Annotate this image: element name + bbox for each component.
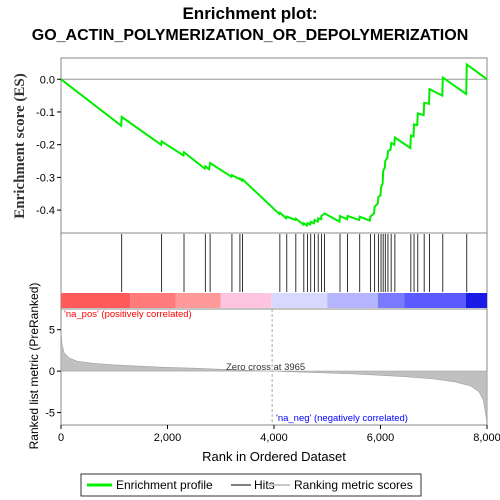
color-bar-layer bbox=[61, 293, 487, 308]
es-y-tick-label: -0.2 bbox=[36, 140, 55, 152]
ranking-metric-area bbox=[60, 331, 488, 424]
enrichment-profile-line bbox=[60, 62, 488, 228]
es-y-axis-label: Enrichment score (ES) bbox=[12, 73, 28, 219]
color-bar-segment bbox=[465, 293, 487, 308]
ranked-y-tick-label: 5 bbox=[49, 325, 55, 337]
ranked-y-tick-label: 0 bbox=[49, 366, 55, 378]
chart-title-line1: Enrichment plot: bbox=[182, 4, 318, 23]
es-layer bbox=[60, 62, 488, 228]
es-y-tick-label: -0.4 bbox=[36, 205, 55, 217]
es-panel-frame bbox=[60, 57, 488, 234]
es-y-tick-label: -0.3 bbox=[36, 172, 55, 184]
color-bar-segment bbox=[271, 293, 328, 308]
pos-correlated-label: 'na_pos' (positively correlated) bbox=[64, 309, 192, 320]
color-bar-segment bbox=[220, 293, 272, 308]
hits-layer bbox=[121, 234, 468, 292]
x-tick-label: 8,000 bbox=[473, 432, 500, 444]
color-bar-segment bbox=[327, 293, 378, 308]
zero-cross-label: Zero cross at 3965 bbox=[226, 362, 305, 373]
chart-title-line2: GO_ACTIN_POLYMERIZATION_OR_DEPOLYMERIZAT… bbox=[31, 27, 469, 44]
ranked-y-axis-label: Ranked list metric (PreRanked) bbox=[27, 283, 41, 450]
color-bar-segment bbox=[130, 293, 176, 308]
color-bar-segment bbox=[377, 293, 405, 308]
legend-label-hits: Hits bbox=[254, 478, 275, 492]
x-tick-label: 4,000 bbox=[260, 432, 288, 444]
color-bar-segment bbox=[175, 293, 221, 308]
color-bar-segment bbox=[404, 293, 466, 308]
x-axis-label: Rank in Ordered Dataset bbox=[202, 449, 346, 464]
legend-label-enrichment: Enrichment profile bbox=[116, 478, 213, 492]
axis-layer: 0.0-0.1-0.2-0.3-0.450-50 2,000 4,000 6,000 8… bbox=[36, 74, 500, 444]
neg-correlated-label: 'na_neg' (negatively correlated) bbox=[276, 413, 408, 424]
es-y-tick-label: 0.0 bbox=[40, 74, 55, 86]
x-tick-label: 6,000 bbox=[367, 432, 395, 444]
x-tick-label: 0 bbox=[58, 432, 64, 444]
ranked-y-tick-label: -5 bbox=[45, 408, 55, 420]
x-tick-label: 2,000 bbox=[154, 432, 182, 444]
color-bar-segment bbox=[61, 293, 131, 308]
legend-label-ranking: Ranking metric scores bbox=[294, 478, 413, 492]
es-y-tick-label: -0.1 bbox=[36, 107, 55, 119]
ranked-layer bbox=[60, 309, 488, 425]
ranked-panel-frame bbox=[60, 308, 488, 426]
